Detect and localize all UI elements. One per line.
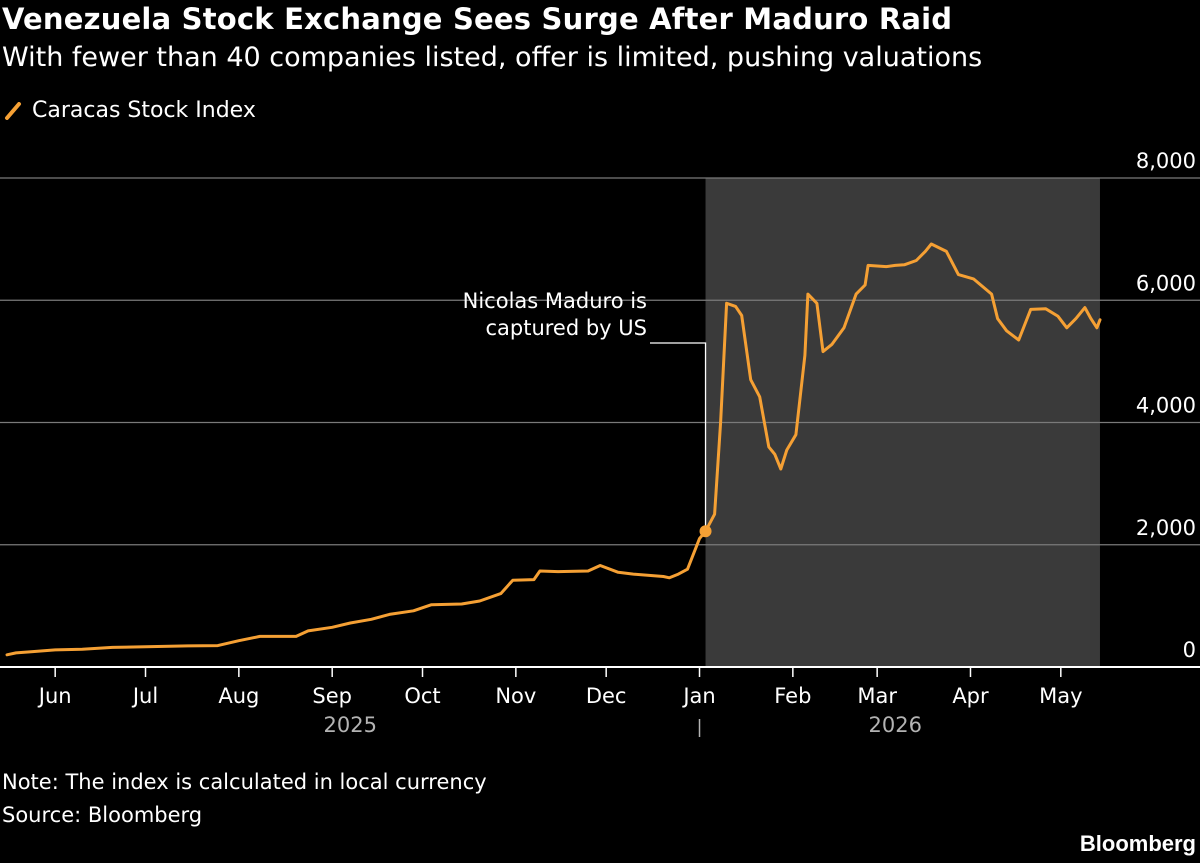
y-tick-label: 0 [1183, 638, 1196, 662]
x-tick-label: Nov [495, 684, 536, 708]
x-tick-label: Jul [131, 684, 158, 708]
x-tick-label: Dec [586, 684, 627, 708]
x-tick-label: Jan [681, 684, 715, 708]
annotation-leader [650, 342, 707, 532]
y-tick-label: 8,000 [1136, 149, 1196, 173]
year-label: 2026 [868, 713, 921, 737]
y-tick-label: 4,000 [1136, 394, 1196, 418]
x-tick-label: Oct [404, 684, 440, 708]
x-tick-label: Mar [857, 684, 897, 708]
x-tick-label: Jun [37, 684, 72, 708]
annotation-text: Nicolas Maduro is [463, 289, 647, 313]
annotation-point [699, 525, 712, 538]
x-tick-label: Aug [218, 684, 259, 708]
legend-line-icon [5, 101, 21, 120]
chart-subtitle: With fewer than 40 companies listed, off… [2, 42, 983, 73]
x-tick-label: Apr [952, 684, 989, 708]
annotation: Nicolas Maduro is captured by US [463, 289, 712, 538]
x-tick-label: Sep [312, 684, 352, 708]
x-tick-label: Feb [774, 684, 811, 708]
bloomberg-logo: Bloomberg [1079, 831, 1196, 856]
annotation-text: captured by US [485, 316, 647, 340]
y-tick-label: 2,000 [1136, 516, 1196, 540]
line-chart: 0 2,000 4,000 6,000 8,000 Jun Jul Aug Sep Oct Nov… [0, 149, 1200, 737]
legend: Caracas Stock Index [4, 98, 256, 123]
legend-label: Caracas Stock Index [32, 98, 256, 123]
series-line [5, 242, 1102, 657]
series-lines [5, 242, 1102, 657]
gridlines [0, 177, 1200, 546]
chart-source: Source: Bloomberg [2, 803, 203, 827]
y-axis-ticks: 0 2,000 4,000 6,000 8,000 [1136, 149, 1196, 662]
chart-title: Venezuela Stock Exchange Sees Surge Afte… [2, 2, 953, 36]
year-label: 2025 [324, 713, 377, 737]
x-axis: Jun Jul Aug Sep Oct Nov Dec Jan Feb Mar Apr May 2025… [0, 666, 1200, 737]
chart-note: Note: The index is calculated in local c… [2, 770, 487, 794]
y-tick-label: 6,000 [1136, 271, 1196, 295]
x-tick-label: May [1039, 684, 1082, 708]
